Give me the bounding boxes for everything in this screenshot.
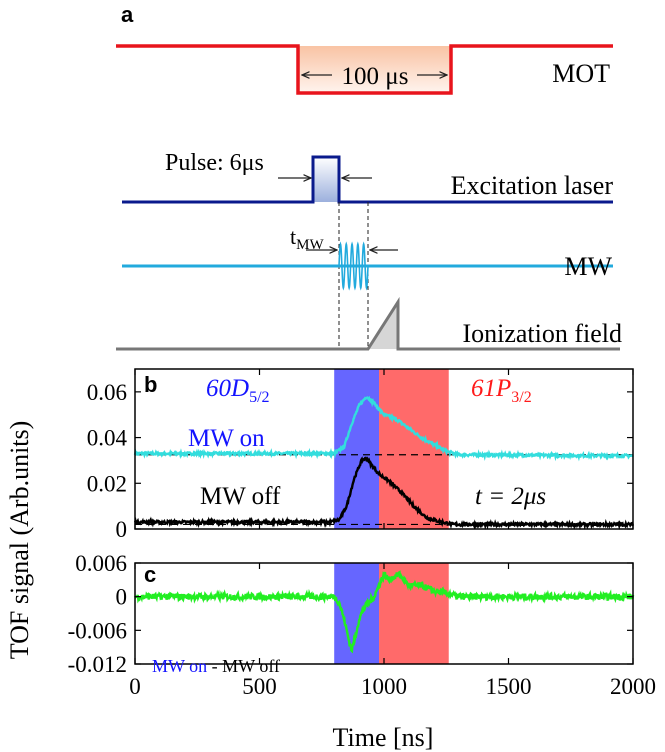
mw-label: MW xyxy=(564,252,612,281)
mot-label: MOT xyxy=(552,59,610,88)
mot-waveform xyxy=(116,44,613,95)
panel-b-ytick-label: 0 xyxy=(116,517,128,542)
mot-duration-label: 100 μs xyxy=(342,63,409,90)
panel-c-xtick-label: 1500 xyxy=(486,674,532,699)
panel-c-xtick-label: 500 xyxy=(242,674,277,699)
tmw-label: tMW xyxy=(290,224,324,253)
mw-oscillation xyxy=(338,241,369,291)
ionization-label: Ionization field xyxy=(462,319,622,348)
panel-label-a: a xyxy=(121,2,134,27)
mw-on-label: MW on xyxy=(188,425,265,452)
panel-c-xtick-label: 1000 xyxy=(361,674,407,699)
panel-b-series-line-1 xyxy=(133,456,635,531)
panel-b-region-red xyxy=(379,369,449,529)
state-left-label: 60D5/2 xyxy=(206,375,270,406)
panel-b-panel: 0 0.02 0.04 0.06 xyxy=(87,368,635,542)
state-right-label: 61P3/2 xyxy=(471,375,532,406)
difference-label: MW on - MW off xyxy=(152,656,280,676)
y-axis-label: TOF signal (Arb.units) xyxy=(5,421,34,660)
panel-b-ytick-label: 0.04 xyxy=(87,426,128,451)
excitation-label: Excitation laser xyxy=(451,171,614,200)
mot-duration-fill xyxy=(298,46,451,93)
panel-c-ytick-label: -0.012 xyxy=(68,652,127,677)
x-axis-label: Time [ns] xyxy=(333,723,434,752)
mw-off-label: MW off xyxy=(200,483,281,510)
panel-c-ytick-label: 0 xyxy=(116,585,128,610)
pulse-label: Pulse: 6μs xyxy=(165,150,264,176)
time-annotation: t = 2μs xyxy=(475,483,546,510)
timing-diagram: a 100 μs MOT Pulse: 6μs Excitation xyxy=(116,2,622,351)
panel-c-series-line-0 xyxy=(133,570,635,654)
panel-c-ytick-label: -0.006 xyxy=(68,618,127,643)
panel-c-ytick-label: 0.006 xyxy=(75,551,127,576)
pulse-fill xyxy=(313,157,339,202)
panel-label-c: c xyxy=(144,562,156,587)
ionization-waveform xyxy=(116,296,620,351)
excitation-waveform xyxy=(122,155,613,204)
panel-b-series-line-0 xyxy=(133,395,634,462)
panel-c-region-blue xyxy=(334,563,380,664)
panel-b-ytick-label: 0.06 xyxy=(87,380,127,405)
panel-b-ytick-label: 0.02 xyxy=(87,471,127,496)
panel-label-b: b xyxy=(144,372,157,397)
panel-c-xtick-label: 2000 xyxy=(610,674,656,699)
panel-c-xtick-label: 0 xyxy=(129,674,141,699)
